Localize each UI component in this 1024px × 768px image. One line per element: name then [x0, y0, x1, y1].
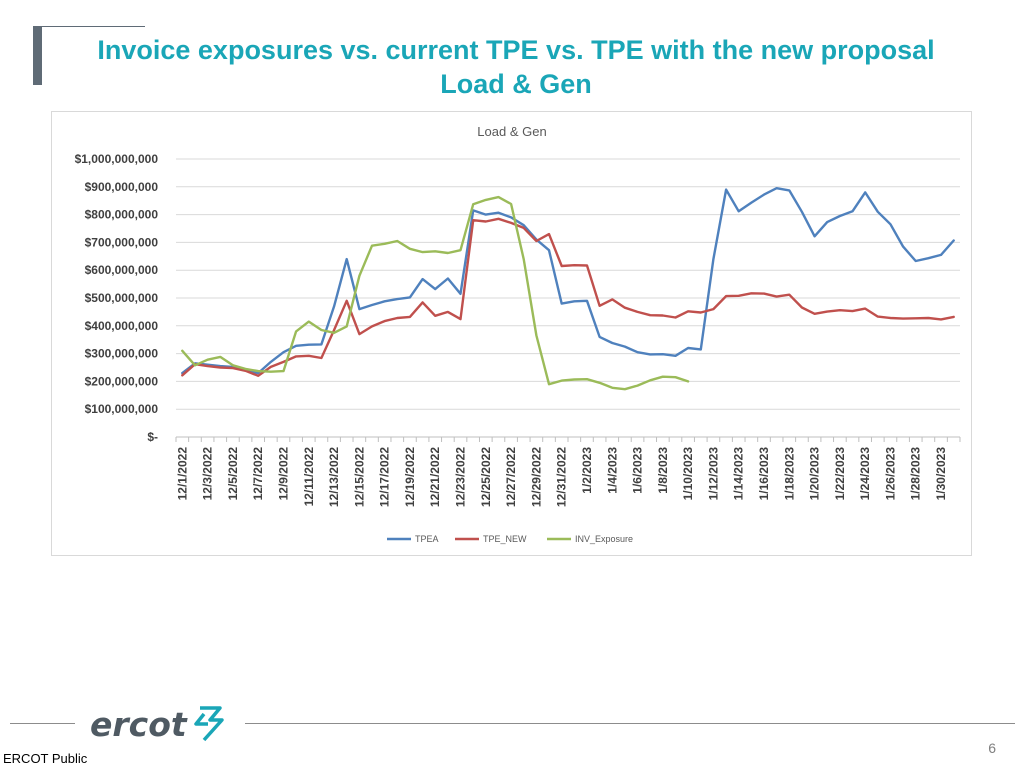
x-tick-label: 12/5/2022	[226, 447, 240, 501]
x-tick-label: 1/10/2023	[681, 447, 695, 501]
x-tick-label: 1/24/2023	[858, 447, 872, 501]
x-tick-label: 12/19/2022	[403, 447, 417, 507]
y-tick-label: $1,000,000,000	[75, 152, 159, 166]
x-tick-label: 1/22/2023	[833, 447, 847, 501]
legend-label: TPE_NEW	[483, 534, 527, 544]
gridlines	[176, 158, 960, 438]
y-tick-label: $800,000,000	[85, 208, 159, 222]
footer-divider-left	[10, 723, 75, 724]
x-tick-label: 1/30/2023	[934, 447, 948, 501]
x-axis: 12/1/2022 12/3/2022 12/5/2022 12/7/2022 12/9…	[175, 437, 961, 507]
x-tick-label: 12/9/2022	[276, 447, 290, 501]
y-tick-label: $700,000,000	[85, 235, 159, 249]
y-tick-label: $900,000,000	[85, 180, 159, 194]
legend: TPEA TPE_NEW INV_Exposure	[387, 534, 633, 544]
title-accent-bar	[33, 26, 42, 85]
title-accent-line	[33, 26, 145, 27]
x-tick-label: 12/11/2022	[302, 447, 316, 507]
x-tick-label: 1/14/2023	[732, 447, 746, 501]
x-tick-label: 12/25/2022	[479, 447, 493, 507]
x-tick-label: 1/6/2023	[631, 447, 645, 494]
slide-title-line1: Invoice exposures vs. current TPE vs. TP…	[97, 35, 935, 65]
x-tick-label: 12/3/2022	[201, 447, 215, 501]
y-tick-label: $400,000,000	[85, 319, 159, 333]
x-tick-label: 1/18/2023	[782, 447, 796, 501]
x-tick-label: 12/31/2022	[555, 447, 569, 507]
y-tick-label: $100,000,000	[85, 402, 159, 416]
x-tick-label: 12/17/2022	[378, 447, 392, 507]
x-tick-label: 12/1/2022	[175, 447, 189, 501]
x-tick-label: 1/26/2023	[883, 447, 897, 501]
x-tick-label: 12/21/2022	[428, 447, 442, 507]
legend-label: INV_Exposure	[575, 534, 633, 544]
y-tick-label: $200,000,000	[85, 374, 159, 388]
x-tick-label: 1/8/2023	[656, 447, 670, 494]
series-line-tpe-new	[181, 217, 955, 377]
x-tick-label: 1/28/2023	[909, 447, 923, 501]
series-lines	[181, 186, 955, 391]
x-tick-label: 1/4/2023	[605, 447, 619, 494]
x-tick-label: 1/12/2023	[706, 447, 720, 501]
y-tick-label: $600,000,000	[85, 263, 159, 277]
x-tick-label: 12/27/2022	[504, 447, 518, 507]
footer-classification: ERCOT Public	[3, 751, 88, 766]
footer-divider-right	[245, 723, 1015, 724]
y-tick-label: $300,000,000	[85, 347, 159, 361]
slide-title: Invoice exposures vs. current TPE vs. TP…	[60, 33, 972, 101]
page-number: 6	[988, 740, 996, 756]
slide-title-line2: Load & Gen	[440, 69, 592, 99]
y-tick-label: $-	[147, 430, 158, 444]
legend-label: TPEA	[415, 534, 439, 544]
ercot-logo-text: ercot	[90, 705, 188, 744]
line-chart: Load & Gen $- $100,000,000 $200,000,000 $30…	[75, 124, 961, 544]
x-tick-label: 12/15/2022	[352, 447, 366, 507]
series-line-tpea	[181, 186, 955, 375]
y-axis-ticks: $- $100,000,000 $200,000,000 $300,000,000 $4…	[75, 152, 159, 444]
x-tick-label: 12/13/2022	[327, 447, 341, 507]
x-tick-label: 1/20/2023	[808, 447, 822, 501]
ercot-lightning-mark	[194, 706, 224, 742]
x-tick-label: 12/29/2022	[529, 447, 543, 507]
x-tick-label: 12/7/2022	[251, 447, 265, 501]
chart-title: Load & Gen	[477, 124, 546, 139]
x-tick-label: 1/16/2023	[757, 447, 771, 501]
series-line-inv-exposure	[181, 195, 690, 391]
x-tick-label: 12/23/2022	[454, 447, 468, 507]
chart-frame: Load & Gen $- $100,000,000 $200,000,000 $30…	[51, 111, 972, 556]
x-tick-label: 1/2/2023	[580, 447, 594, 494]
ercot-logo: ercot	[90, 705, 224, 744]
y-tick-label: $500,000,000	[85, 291, 159, 305]
